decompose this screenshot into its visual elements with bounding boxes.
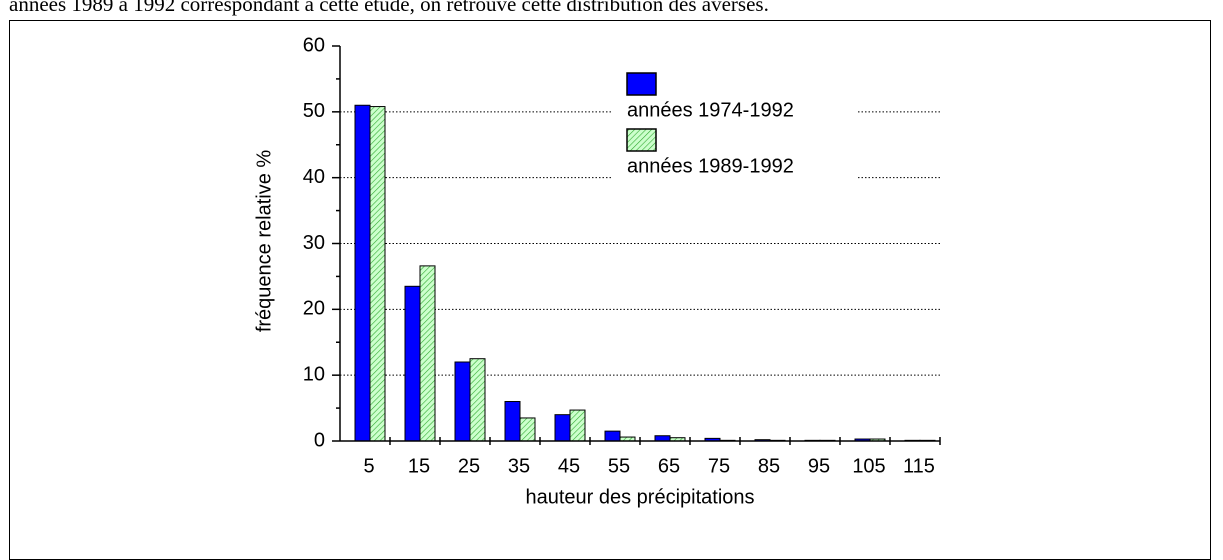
legend-label: années 1974-1992 [627, 99, 794, 121]
y-tick-label: 60 [303, 34, 325, 56]
y-axis-label: fréquence relative % [253, 150, 275, 333]
page: années 1989 à 1992 correspondant à cette… [9, 0, 1211, 560]
bar [654, 435, 671, 442]
bar [419, 265, 436, 442]
bar [504, 401, 521, 442]
document-text: années 1989 à 1992 correspondant à cette… [9, 0, 769, 16]
x-tick-label: 75 [708, 455, 730, 477]
y-tick-label: 30 [303, 232, 325, 254]
y-tick-label: 50 [303, 100, 325, 122]
x-axis-label: hauteur des précipitations [525, 486, 754, 508]
x-tick-label: 105 [852, 455, 885, 477]
bar [569, 409, 586, 442]
legend-swatch [626, 72, 657, 96]
x-tick-label: 85 [758, 455, 780, 477]
x-tick-label: 35 [508, 455, 530, 477]
x-tick-label: 65 [658, 455, 680, 477]
chart: fréquence relative % hauteur des précipi… [253, 34, 941, 508]
y-tick-label: 10 [303, 363, 325, 385]
x-tick-label: 45 [558, 455, 580, 477]
bar [454, 361, 471, 442]
x-tick-label: 25 [458, 455, 480, 477]
x-tick-label: 15 [408, 455, 430, 477]
x-tick-label: 115 [903, 455, 935, 477]
bar [519, 417, 536, 442]
y-tick-label: 20 [303, 298, 325, 320]
x-tick-label: 95 [808, 455, 830, 477]
bar [469, 358, 486, 442]
bar [604, 430, 621, 442]
y-tick-label: 0 [314, 429, 325, 451]
y-tick-label: 40 [303, 166, 325, 188]
bar [554, 414, 571, 442]
bar [354, 104, 371, 442]
x-tick-label: 5 [363, 455, 374, 477]
bar [404, 285, 421, 442]
x-tick-label: 55 [608, 455, 630, 477]
legend-swatch [626, 128, 657, 152]
bar [369, 106, 386, 442]
legend-label: années 1989-1992 [627, 155, 794, 177]
